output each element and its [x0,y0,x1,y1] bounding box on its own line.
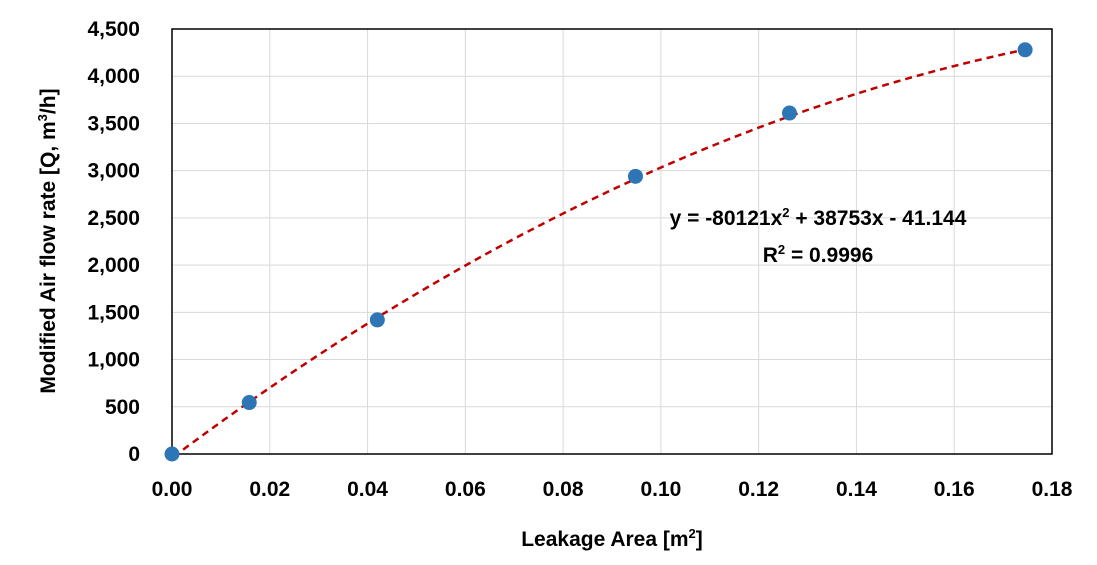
y-tick-label: 4,500 [87,18,140,41]
x-tick-label: 0.14 [836,478,877,501]
x-tick-label: 0.16 [934,478,975,501]
y-tick-label: 0 [128,443,140,466]
y-axis-ticks: 0 500 1,000 1,500 2,000 2,500 3,000 3,500 4,000 4… [87,18,140,466]
x-tick-label: 0.18 [1032,478,1073,501]
x-tick-label: 0.02 [249,478,290,501]
data-point [627,168,643,184]
y-tick-label: 1,500 [87,301,140,324]
data-point [781,105,797,121]
x-tick-label: 0.00 [152,478,193,501]
x-tick-label: 0.06 [445,478,486,501]
y-tick-label: 3,500 [87,112,140,135]
trendline-equation: y = -80121x2 + 38753x - 41.144 [670,205,967,230]
plot-area-frame [171,28,1053,455]
y-tick-label: 4,000 [87,65,140,88]
y-tick-label: 500 [105,396,140,419]
data-point [241,395,257,411]
y-tick-label: 2,000 [87,254,140,277]
y-tick-label: 1,000 [87,349,140,372]
data-point [1017,42,1033,58]
x-tick-label: 0.10 [640,478,681,501]
x-tick-label: 0.12 [738,478,779,501]
y-axis-label: Modified Air flow rate [Q, m3/h] [35,88,60,393]
x-tick-label: 0.08 [543,478,584,501]
grid [172,29,1052,454]
data-points [164,42,1033,462]
trendline [171,48,1026,456]
y-tick-label: 2,500 [87,207,140,230]
data-point [164,446,180,462]
y-tick-label: 3,000 [87,160,140,183]
r-squared-label: R2 = 0.9996 [763,242,874,267]
x-axis-label: Leakage Area [m2] [521,526,703,551]
data-point [369,312,385,328]
x-axis-ticks: 0.00 0.02 0.04 0.06 0.08 0.10 0.12 0.14 0.16 0.18 [152,478,1073,501]
x-tick-label: 0.04 [347,478,388,501]
